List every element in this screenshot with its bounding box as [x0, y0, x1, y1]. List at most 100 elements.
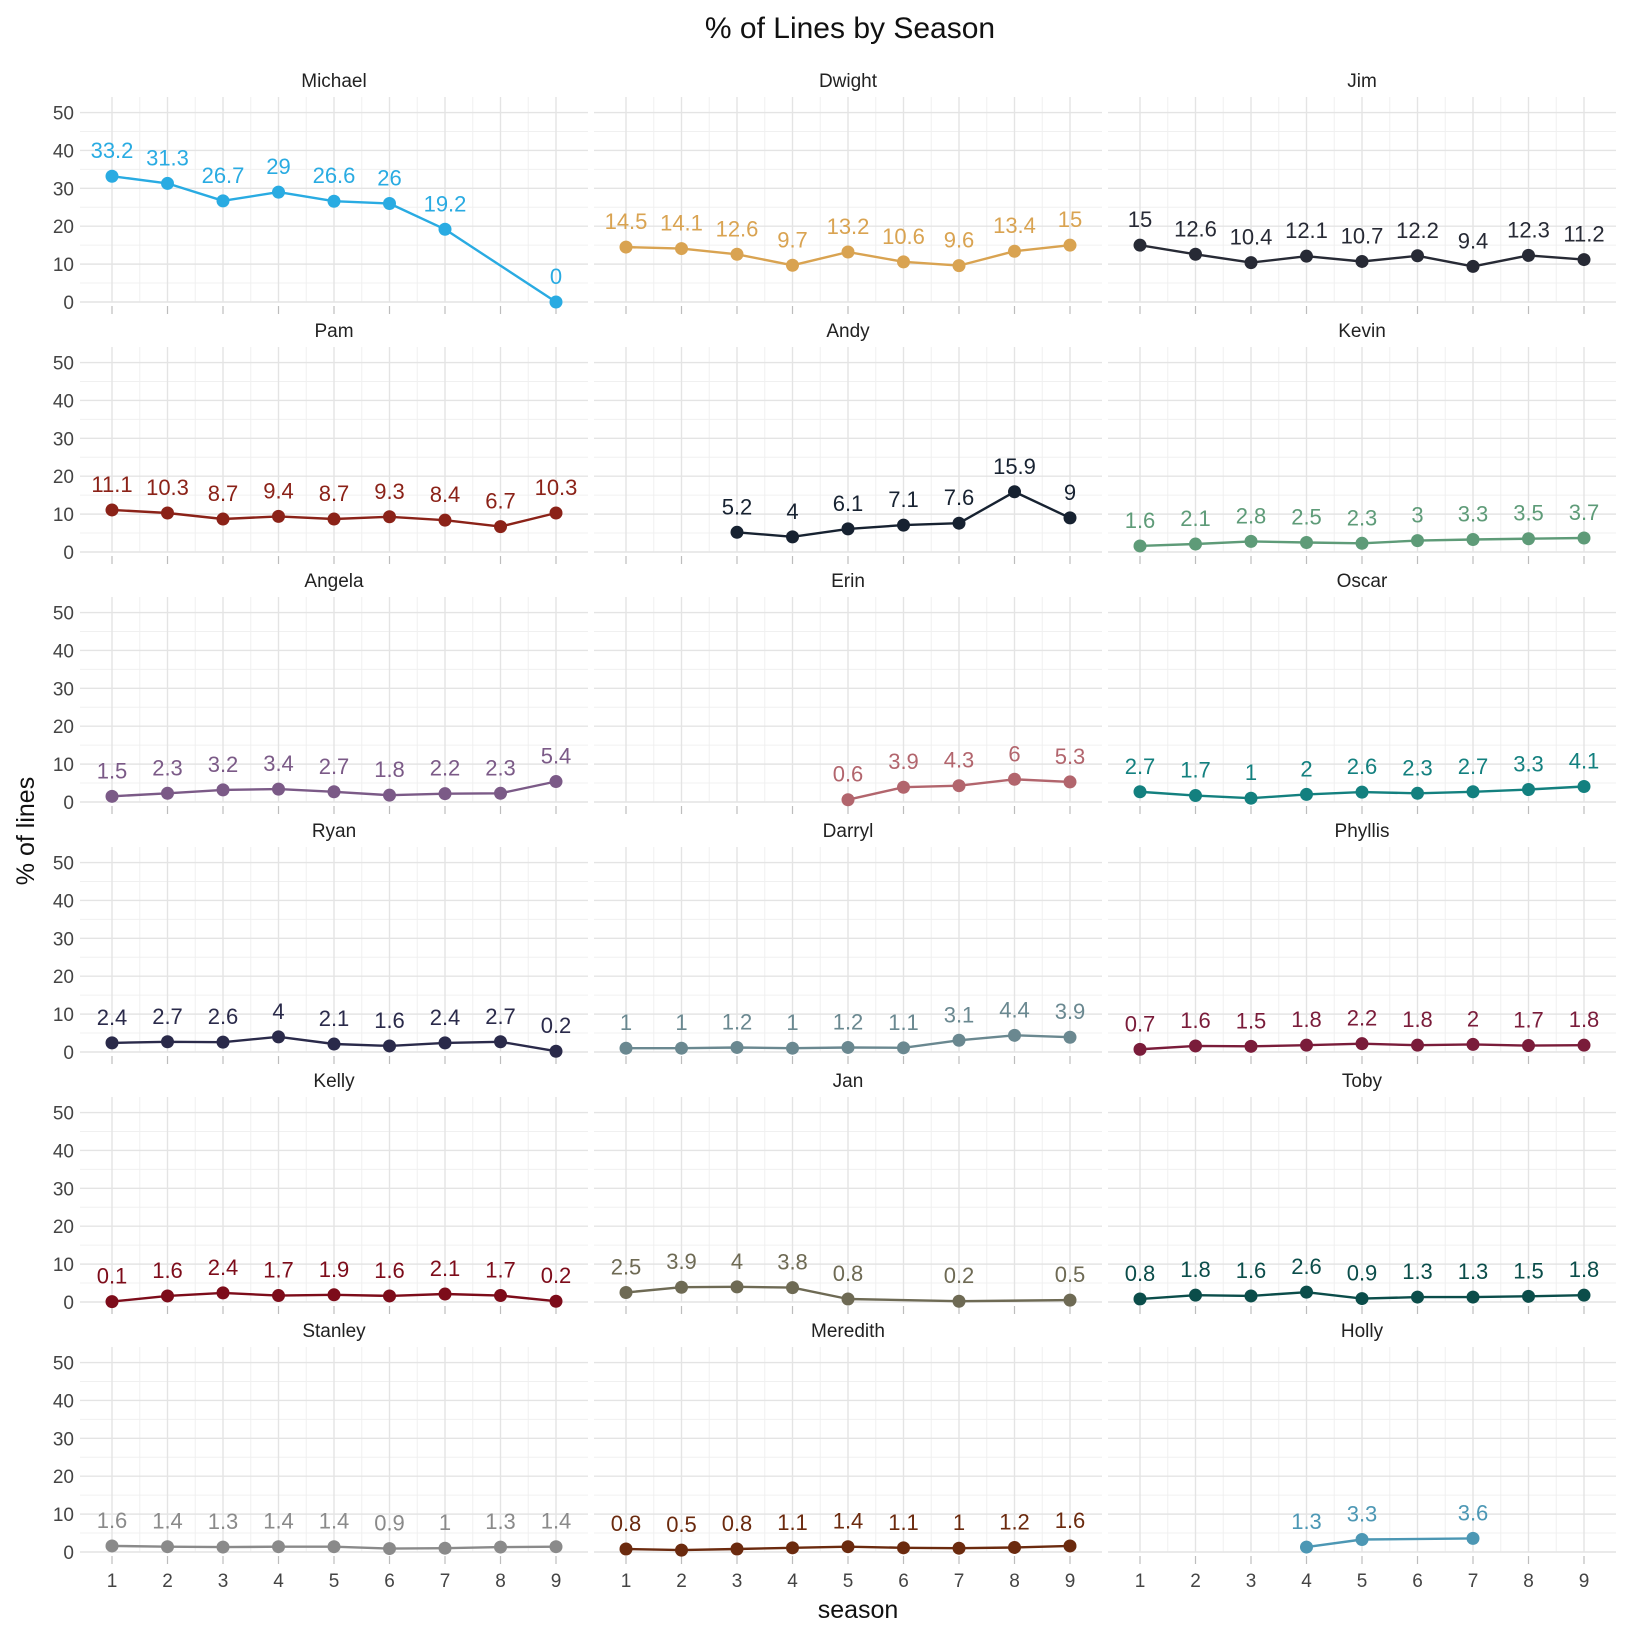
x-tick-label: 1 — [621, 1571, 632, 1592]
data-label: 3.5 — [1513, 501, 1544, 526]
data-point — [1355, 1037, 1369, 1051]
y-tick-label: 0 — [63, 543, 74, 564]
x-tick-label: 1 — [107, 1571, 118, 1592]
data-point — [897, 1541, 910, 1555]
data-point — [1466, 532, 1480, 546]
data-point — [105, 789, 119, 803]
data-label: 0.8 — [833, 1261, 864, 1286]
panel-toby: Toby 0.8 1.8 1.6 2.6 0.9 1.3 1.3 1.5 1.8 — [1108, 1071, 1616, 1314]
data-label: 3.2 — [208, 752, 239, 777]
data-label: 2.6 — [1291, 1254, 1322, 1279]
data-point — [619, 1286, 633, 1300]
data-point — [494, 1035, 507, 1049]
x-tick-label: 8 — [1009, 1571, 1020, 1592]
data-point — [216, 1286, 230, 1300]
data-label: 8.7 — [319, 481, 350, 506]
data-point — [216, 1035, 230, 1049]
data-label: 0.1 — [97, 1264, 128, 1289]
data-point — [549, 295, 563, 309]
data-label: 2.5 — [1291, 505, 1322, 530]
data-point — [1133, 1292, 1147, 1306]
data-point — [1133, 539, 1147, 553]
data-label: 15 — [1058, 207, 1082, 232]
y-tick-label: 20 — [53, 217, 74, 238]
data-point — [383, 788, 396, 802]
data-point — [675, 1041, 688, 1055]
data-label: 1.4 — [152, 1509, 183, 1534]
y-tick-label: 50 — [53, 854, 74, 875]
data-label: 1.2 — [999, 1509, 1030, 1534]
data-point — [1300, 787, 1313, 801]
x-tick-label: 6 — [898, 1571, 909, 1592]
panel-kelly: Kelly 0 10 20 30 40 50 0.1 1.6 2.4 1.7 1.9 1.6 2.1 1.7… — [53, 1071, 588, 1314]
data-label: 2.3 — [152, 755, 183, 780]
x-tick-label: 9 — [551, 1571, 562, 1592]
data-label: 10.3 — [146, 475, 189, 500]
data-label: 3.9 — [888, 749, 919, 774]
data-label: 2.6 — [1347, 754, 1378, 779]
data-point — [216, 1540, 230, 1554]
data-label: 1.3 — [208, 1509, 239, 1534]
data-label: 2.3 — [1402, 755, 1433, 780]
data-label: 9.6 — [944, 228, 975, 253]
data-label: 4 — [731, 1249, 743, 1274]
data-label: 0.6 — [833, 762, 864, 787]
data-point — [327, 1288, 341, 1302]
y-tick-label: 30 — [53, 679, 74, 700]
data-label: 2.3 — [1347, 505, 1378, 530]
data-point — [216, 783, 230, 797]
x-tick-label: 2 — [162, 1571, 173, 1592]
panel-oscar: Oscar 2.7 1.7 1 2 2.6 2.3 2.7 3.3 4.1 — [1108, 571, 1616, 814]
data-label: 1.6 — [1055, 1508, 1086, 1533]
data-label: 5.2 — [722, 494, 753, 519]
data-point — [1411, 786, 1424, 800]
x-tick-label: 9 — [1579, 1571, 1590, 1592]
data-label: 12.6 — [716, 216, 759, 241]
data-label: 1.4 — [541, 1509, 572, 1534]
data-label: 1 — [786, 1010, 798, 1035]
data-point — [549, 1044, 563, 1058]
y-tick-label: 10 — [53, 255, 74, 276]
data-point — [730, 1040, 744, 1054]
data-label: 3.4 — [263, 751, 294, 776]
data-label: 5.4 — [541, 744, 572, 769]
data-point — [897, 780, 910, 794]
panel-dwight: Dwight 14.5 14.1 12.6 9.7 13.2 10.6 9.6 13.4 15 — [594, 71, 1102, 314]
data-point — [1355, 1292, 1369, 1306]
y-tick-label: 50 — [53, 104, 74, 125]
data-point — [1244, 791, 1258, 805]
data-point — [897, 1041, 910, 1055]
y-tick-label: 10 — [53, 505, 74, 526]
y-tick-label: 10 — [53, 1005, 74, 1026]
data-label: 2.7 — [485, 1004, 516, 1029]
facet-label: Toby — [1342, 1071, 1383, 1092]
panel-jim: Jim 15 12.6 10.4 12.1 10.7 12.2 9.4 12.3 11.2 — [1108, 71, 1616, 314]
y-tick-label: 30 — [53, 179, 74, 200]
data-point — [1008, 485, 1021, 499]
data-label: 10.4 — [1230, 225, 1273, 250]
data-point — [438, 1036, 452, 1050]
data-point — [161, 176, 174, 190]
data-label: 11.1 — [91, 472, 132, 497]
y-tick-label: 30 — [53, 1179, 74, 1200]
data-label: 2.2 — [430, 756, 461, 781]
data-label: 26.6 — [313, 163, 356, 188]
data-label: 1.1 — [888, 1010, 919, 1035]
data-label: 1.6 — [1180, 1008, 1211, 1033]
data-point — [1063, 1539, 1077, 1553]
data-label: 4 — [272, 999, 284, 1024]
x-tick-label: 8 — [1523, 1571, 1534, 1592]
data-label: 0 — [550, 264, 562, 289]
data-point — [438, 1287, 452, 1301]
data-label: 1.8 — [1569, 1007, 1600, 1032]
data-point — [1189, 1288, 1202, 1302]
data-point — [272, 1030, 285, 1044]
data-point — [105, 503, 119, 517]
y-tick-label: 40 — [53, 1391, 74, 1412]
data-point — [841, 1540, 855, 1554]
data-label: 29 — [266, 154, 290, 179]
data-point — [1300, 536, 1313, 550]
data-label: 2 — [1300, 756, 1312, 781]
